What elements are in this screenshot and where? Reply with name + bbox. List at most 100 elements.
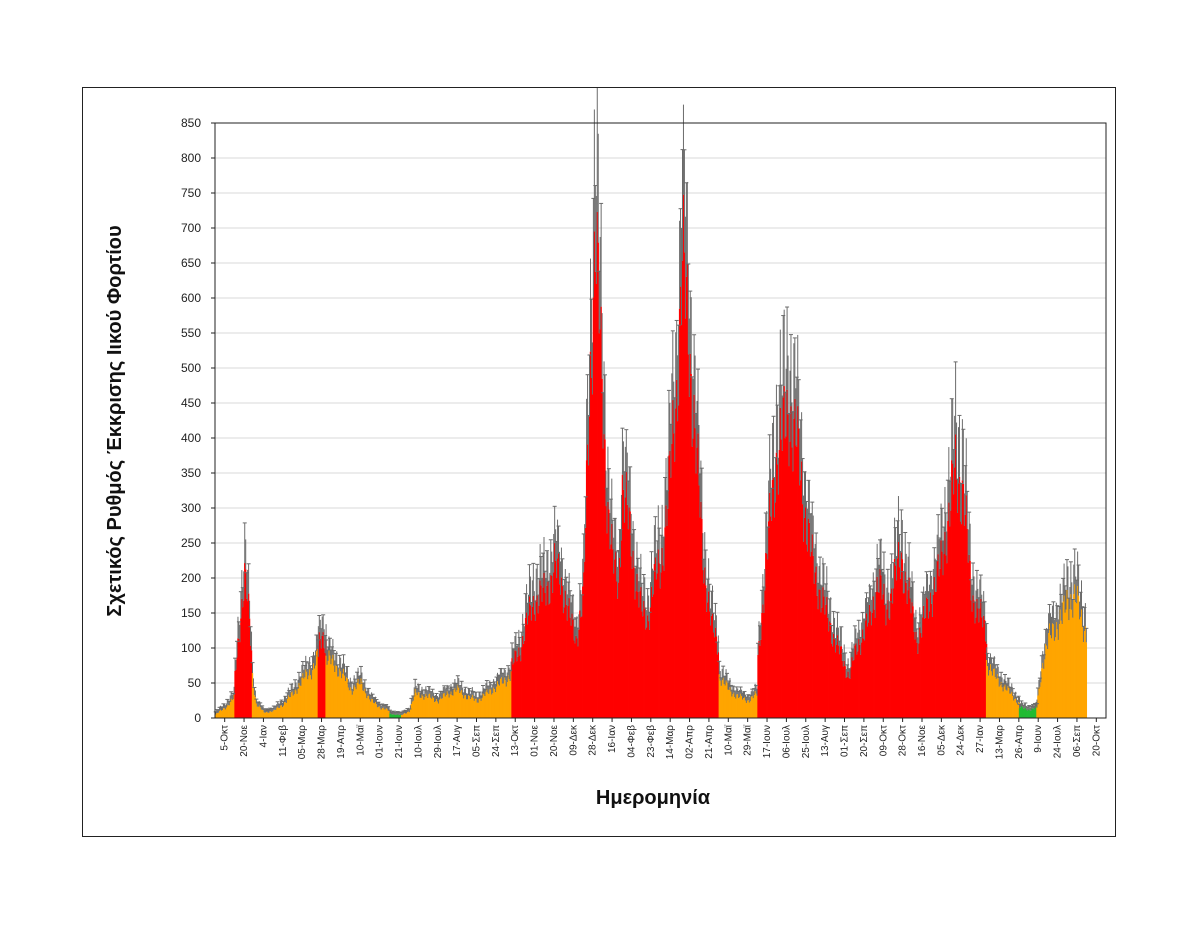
bar [493,689,496,718]
bar [954,434,957,718]
bar [876,576,878,718]
x-tick-label: 23-Φεβ [646,725,657,758]
bar [849,678,851,718]
bar [925,597,928,718]
bar [470,697,473,718]
bar [636,573,638,718]
bar [444,696,446,718]
bar [943,554,945,718]
bar [337,676,339,718]
bar [261,709,263,718]
bar [257,706,259,718]
bar [1057,639,1059,718]
bar [1008,687,1010,718]
bar [892,588,895,718]
bar [583,572,585,718]
bar [778,449,781,718]
bar [590,377,593,718]
bar [388,710,390,718]
bar [672,400,674,718]
bar [706,611,708,718]
bar [905,582,907,718]
bar [980,598,982,718]
bar [483,694,485,718]
bar [924,617,927,718]
bar [625,471,628,718]
bar [677,405,680,718]
bar [333,665,335,718]
bar [864,620,867,718]
bar [782,397,784,718]
bar [328,650,330,718]
bar [977,608,979,718]
bar [276,706,279,718]
bar [650,586,653,718]
bar [472,697,474,718]
bar [492,687,495,718]
bar [548,604,550,718]
bar [1064,612,1066,718]
bar [800,461,803,718]
x-tick-label: 29-Ιουλ [433,725,444,758]
bar [626,504,628,718]
bar [248,618,251,718]
x-tick-label: 13-Αυγ [820,725,831,757]
bar [647,621,650,718]
bar [234,670,236,718]
bar [396,714,398,718]
bar [763,612,765,718]
bar [666,525,668,718]
bar [480,700,482,718]
bar [792,471,794,718]
bar [1039,686,1041,718]
bar [341,673,344,718]
y-tick-label: 600 [181,291,201,305]
bar [602,448,604,718]
bar [519,655,521,718]
bar [817,609,819,718]
bar [829,623,832,718]
bar [403,713,406,718]
y-tick-label: 750 [181,186,201,200]
bar [222,708,225,718]
bar [560,577,563,718]
bar [992,668,995,718]
bar [541,601,543,718]
bar [831,646,834,718]
bar [536,595,538,718]
bar [692,438,694,718]
bar [908,577,910,718]
bar [460,691,462,718]
bar [539,580,541,718]
bar [530,620,533,718]
bar [266,711,268,718]
bar [698,485,700,718]
bar [741,699,744,718]
bar [694,428,696,718]
bar [230,698,232,718]
bar [1072,617,1074,718]
bar [593,231,596,718]
bar [814,572,816,718]
bar [1021,707,1024,718]
bar [657,549,659,718]
bar [781,450,783,718]
bar [793,418,795,718]
bar [774,502,777,718]
bar [882,594,884,718]
bar [826,597,828,718]
bar [928,611,931,718]
bar [1005,689,1007,718]
bar [875,591,877,718]
bar [854,645,856,718]
bar [718,674,720,718]
bar [231,700,233,718]
bar [404,713,407,718]
bar [462,698,465,718]
bar [501,683,504,718]
bar [649,607,652,718]
bar [606,533,608,718]
bar [919,627,921,718]
bar [884,604,886,718]
bar [1004,684,1006,718]
